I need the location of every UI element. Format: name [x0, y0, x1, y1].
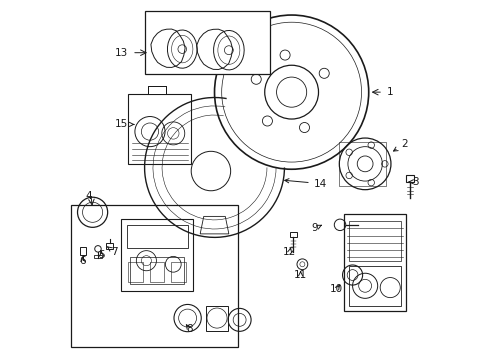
Bar — [349, 221, 401, 261]
Bar — [80, 247, 86, 255]
Text: 15: 15 — [115, 120, 134, 129]
Bar — [95, 255, 101, 258]
Bar — [128, 262, 143, 282]
Bar — [145, 12, 270, 74]
Bar — [130, 257, 184, 284]
Text: 13: 13 — [115, 48, 128, 58]
Bar — [71, 205, 238, 347]
Bar — [290, 231, 297, 237]
Text: 10: 10 — [330, 284, 343, 294]
Bar — [343, 214, 406, 311]
Bar — [106, 243, 113, 249]
Bar — [406, 175, 414, 182]
Bar — [145, 12, 270, 74]
Bar — [339, 142, 386, 186]
Bar — [206, 306, 228, 330]
Text: 14: 14 — [285, 179, 327, 189]
Bar — [148, 86, 166, 94]
Bar — [145, 12, 270, 74]
Text: 2: 2 — [393, 139, 408, 151]
Text: 6: 6 — [79, 256, 86, 266]
Text: 3: 3 — [409, 177, 418, 187]
Text: 1: 1 — [387, 87, 393, 97]
Text: 8: 8 — [186, 324, 193, 334]
Bar — [126, 225, 188, 248]
Text: 11: 11 — [294, 270, 307, 280]
Bar — [349, 266, 401, 306]
Text: 9: 9 — [312, 224, 321, 233]
Bar — [128, 94, 191, 164]
Bar — [172, 262, 186, 282]
Text: 12: 12 — [283, 247, 296, 257]
Bar — [150, 262, 164, 282]
Bar — [148, 86, 166, 94]
Bar — [122, 220, 193, 291]
Text: 7: 7 — [108, 247, 118, 257]
Text: 5: 5 — [98, 250, 105, 260]
Text: 4: 4 — [85, 191, 92, 201]
